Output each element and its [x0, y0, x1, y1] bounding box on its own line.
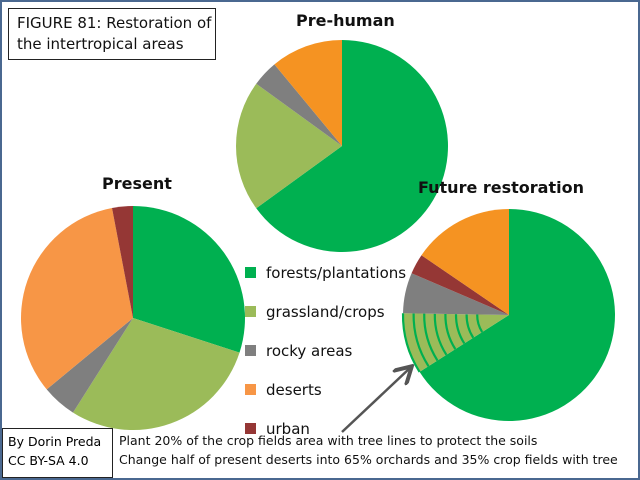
- tree-line-hatch: [433, 313, 448, 356]
- legend-swatch: [245, 306, 256, 317]
- legend-swatch: [245, 267, 256, 278]
- legend-label: urban: [266, 419, 310, 438]
- notes: Plant 20% of the crop fields area with t…: [119, 431, 618, 469]
- pie-slice-forests: [133, 206, 245, 353]
- legend-label: grassland/crops: [266, 302, 385, 321]
- figure-title-line: the intertropical areas: [17, 35, 184, 53]
- credit-author: By Dorin Preda: [8, 434, 102, 449]
- tree-line-hatch: [465, 314, 475, 339]
- pie-slice-rocky: [256, 64, 342, 146]
- pie-slice-deserts: [421, 209, 509, 315]
- legend-item-rocky: rocky areas: [245, 331, 406, 370]
- pie-slice-deserts: [20, 207, 133, 390]
- pie-slice-grassland: [72, 318, 240, 431]
- tree-line-hatch: [444, 313, 457, 350]
- chart-title-present: Present: [102, 174, 172, 193]
- legend-item-deserts: deserts: [245, 370, 406, 409]
- figure-title-line: FIGURE 81: Restoration of: [17, 14, 212, 32]
- chart-title-future: Future restoration: [418, 178, 584, 197]
- pie-slice-rocky: [46, 318, 134, 413]
- legend-label: forests/plantations: [266, 263, 407, 282]
- legend: forests/plantations grassland/crops rock…: [245, 253, 406, 448]
- tree-line-hatch: [476, 314, 484, 333]
- pie-slice-urban: [112, 206, 133, 318]
- tree-line-hatch: [401, 313, 421, 373]
- arrow: [341, 368, 410, 433]
- legend-label: deserts: [266, 380, 322, 399]
- tree-line-hatch: [423, 313, 439, 362]
- pie-slice-rocky: [403, 273, 509, 315]
- legend-swatch: [245, 384, 256, 395]
- pie-slice-deserts: [274, 40, 342, 146]
- figure-title-box: FIGURE 81: Restoration of the intertropi…: [8, 8, 216, 60]
- credit-license: CC BY-SA 4.0: [8, 453, 89, 468]
- note-line: Change half of present deserts into 65% …: [119, 452, 618, 467]
- legend-item-urban: urban: [245, 409, 406, 448]
- legend-swatch: [245, 345, 256, 356]
- pie-slice-forests: [419, 209, 615, 421]
- note-line: Plant 20% of the crop fields area with t…: [119, 433, 538, 448]
- legend-item-forests: forests/plantations: [245, 253, 406, 292]
- tree-line-hatch: [412, 313, 430, 367]
- legend-label: rocky areas: [266, 341, 353, 360]
- credit-box: By Dorin Preda CC BY-SA 4.0: [2, 428, 113, 478]
- pie-slice-forests: [256, 40, 448, 253]
- pie-slice-urban: [411, 255, 509, 315]
- chart-title-prehuman: Pre-human: [296, 11, 395, 30]
- tree-line-hatch: [454, 314, 466, 345]
- pie-slice-grassland: [402, 313, 509, 372]
- legend-item-grassland: grassland/crops: [245, 292, 406, 331]
- pie-slice-grassland: [236, 83, 342, 209]
- legend-swatch: [245, 423, 256, 434]
